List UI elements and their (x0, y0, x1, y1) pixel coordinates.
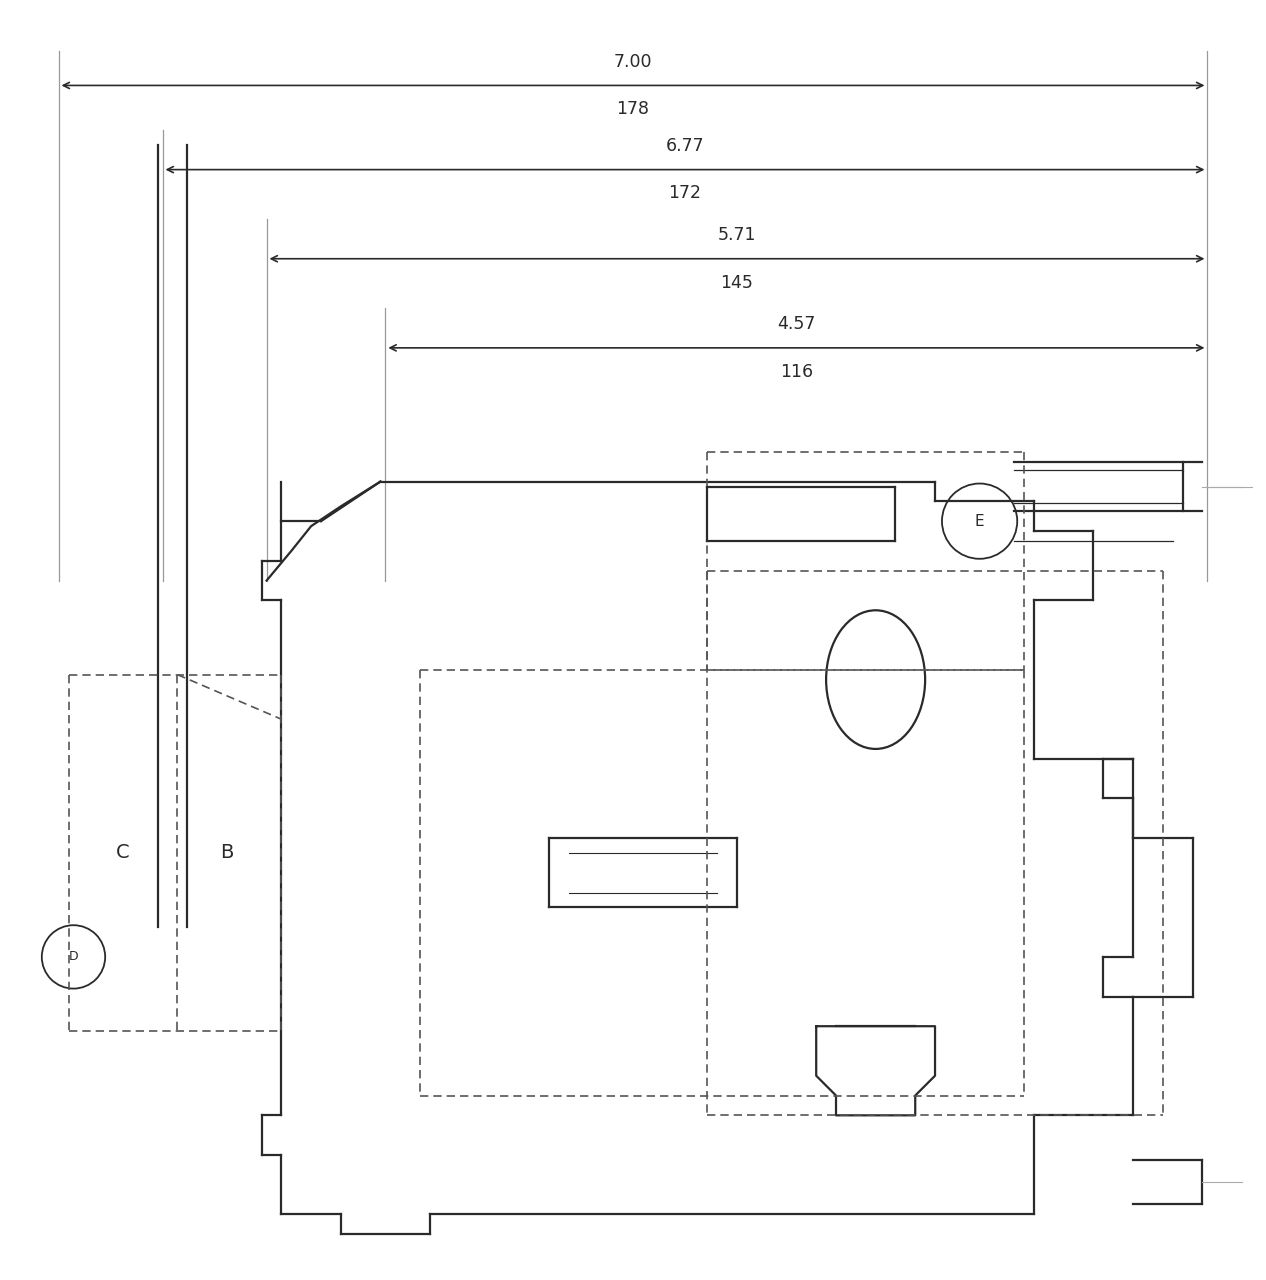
Text: 4.57: 4.57 (777, 315, 815, 333)
Text: 5.71: 5.71 (718, 225, 756, 244)
Text: 172: 172 (668, 184, 701, 202)
Text: D: D (68, 950, 78, 964)
Text: C: C (116, 844, 130, 863)
Text: B: B (220, 844, 234, 863)
Text: 116: 116 (780, 362, 813, 380)
Text: 145: 145 (720, 274, 753, 292)
Text: 6.77: 6.77 (666, 137, 704, 155)
Text: 7.00: 7.00 (614, 52, 652, 70)
Text: E: E (975, 513, 985, 529)
Text: 178: 178 (617, 100, 649, 118)
